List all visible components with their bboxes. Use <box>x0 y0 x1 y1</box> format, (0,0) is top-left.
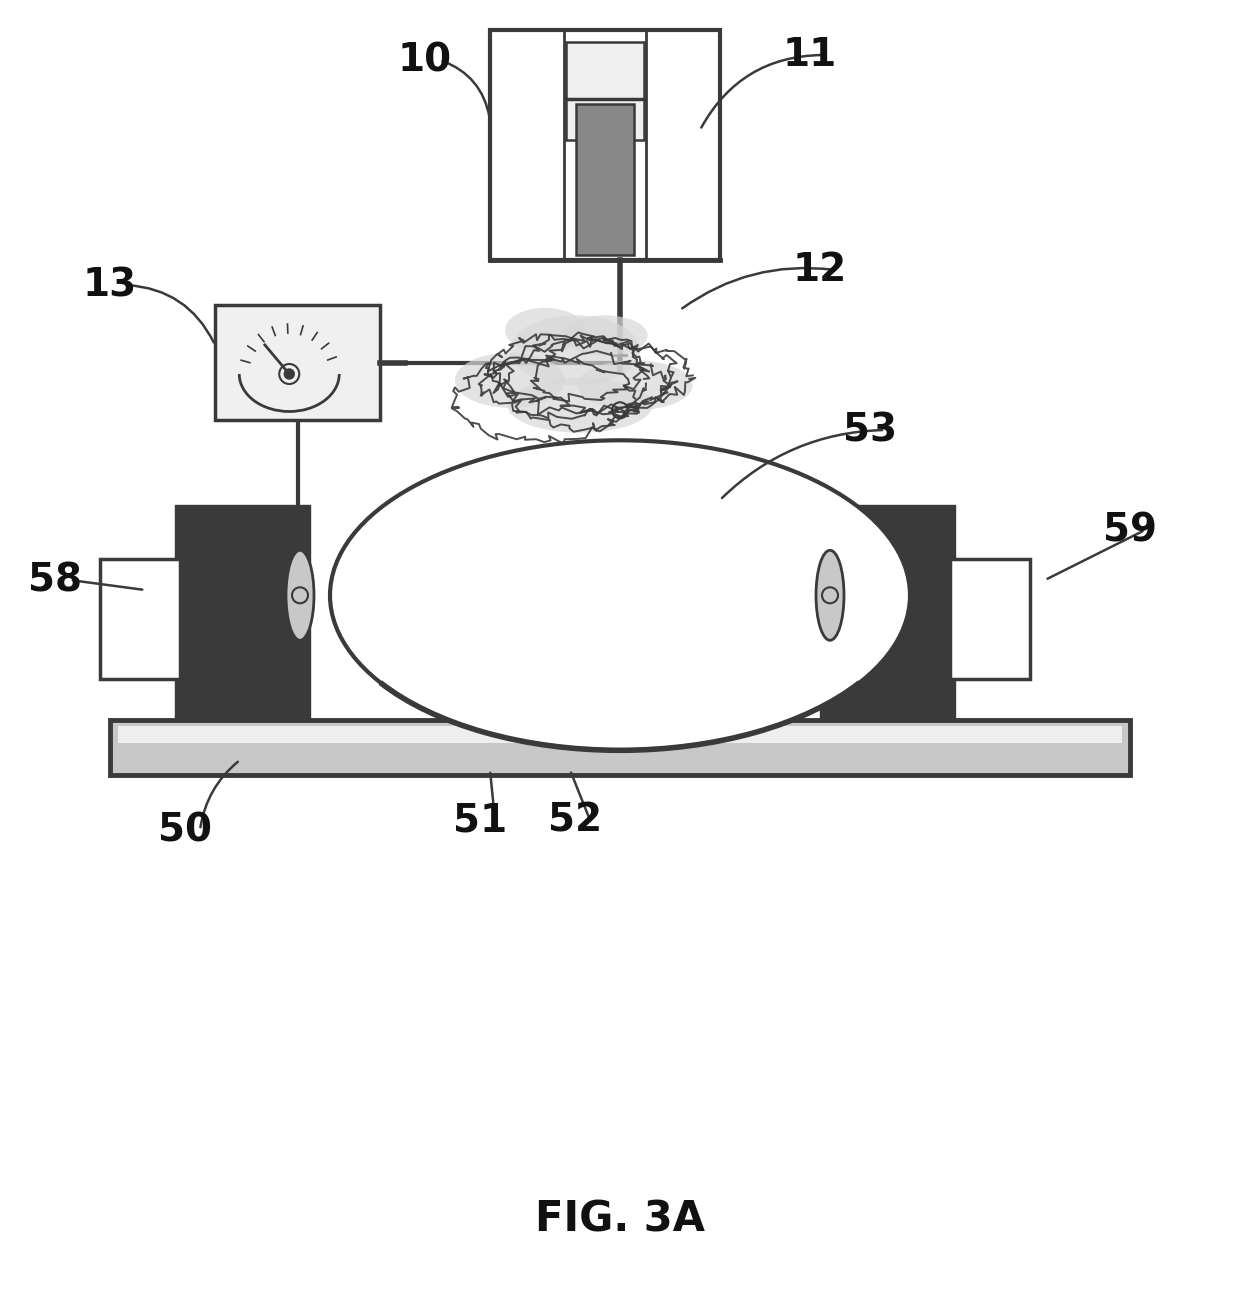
Text: 59: 59 <box>1104 512 1157 548</box>
Bar <box>118 726 1122 743</box>
Circle shape <box>284 370 294 379</box>
Bar <box>175 505 310 721</box>
Text: 50: 50 <box>157 811 212 849</box>
Ellipse shape <box>505 308 585 352</box>
Bar <box>215 305 379 419</box>
Text: FIG. 3A: FIG. 3A <box>534 1199 706 1241</box>
Bar <box>110 721 1130 775</box>
Ellipse shape <box>507 377 652 433</box>
Text: 11: 11 <box>782 36 837 74</box>
Text: 10: 10 <box>398 41 453 79</box>
Ellipse shape <box>563 316 647 355</box>
Ellipse shape <box>330 441 910 751</box>
Bar <box>565 42 645 141</box>
Text: 12: 12 <box>792 251 847 289</box>
Text: 53: 53 <box>843 412 897 448</box>
Bar <box>577 104 634 255</box>
Text: 13: 13 <box>83 266 138 304</box>
Ellipse shape <box>286 550 314 640</box>
Ellipse shape <box>816 550 844 640</box>
Ellipse shape <box>455 352 565 408</box>
Text: 58: 58 <box>29 562 82 600</box>
Ellipse shape <box>510 316 640 385</box>
Text: 52: 52 <box>548 801 603 839</box>
Bar <box>100 559 180 679</box>
Bar <box>490 30 720 260</box>
Bar <box>820 505 955 721</box>
Ellipse shape <box>578 360 692 410</box>
Bar <box>950 559 1030 679</box>
Text: 51: 51 <box>453 801 507 839</box>
